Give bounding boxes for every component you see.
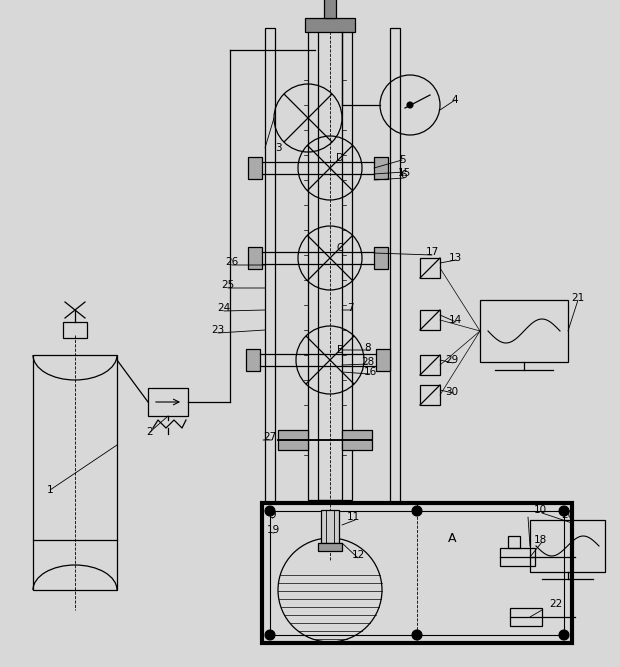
Text: 4: 4	[452, 95, 458, 105]
Text: 23: 23	[211, 325, 224, 335]
Text: 6: 6	[401, 170, 407, 180]
Circle shape	[407, 102, 413, 108]
Bar	[248, 157, 262, 179]
Bar	[321, 510, 339, 543]
Circle shape	[559, 630, 569, 640]
Text: 20: 20	[562, 510, 575, 520]
Circle shape	[412, 506, 422, 516]
Text: 9: 9	[270, 510, 277, 520]
Text: 10: 10	[533, 505, 547, 515]
Bar	[63, 322, 87, 338]
Text: 19: 19	[267, 525, 280, 535]
Text: 21: 21	[572, 293, 585, 303]
Circle shape	[265, 630, 275, 640]
Text: D: D	[336, 153, 343, 163]
Bar	[508, 536, 520, 548]
Bar	[500, 548, 535, 566]
Bar	[376, 349, 390, 371]
Bar	[374, 157, 388, 179]
Text: 16: 16	[363, 367, 376, 377]
Bar	[420, 385, 440, 405]
Text: 22: 22	[549, 599, 562, 609]
Bar	[342, 430, 372, 450]
Text: 26: 26	[226, 257, 239, 267]
Text: 12: 12	[352, 550, 365, 560]
Circle shape	[412, 630, 422, 640]
Bar	[246, 349, 260, 371]
Bar	[318, 543, 342, 551]
Bar	[262, 503, 572, 643]
Text: 30: 30	[445, 387, 459, 397]
Text: 7: 7	[347, 303, 353, 313]
Circle shape	[265, 506, 275, 516]
Text: 5: 5	[399, 155, 405, 165]
Bar	[308, 30, 352, 500]
Bar	[324, 0, 336, 18]
Bar	[270, 511, 564, 635]
Bar	[33, 355, 117, 590]
Text: B: B	[337, 345, 343, 355]
Bar	[374, 247, 388, 269]
Text: 8: 8	[365, 343, 371, 353]
Text: 24: 24	[218, 303, 231, 313]
Bar	[305, 18, 355, 32]
Text: 27: 27	[264, 432, 277, 442]
Bar	[326, 510, 334, 543]
Text: 25: 25	[221, 280, 234, 290]
Bar	[530, 520, 605, 572]
Bar	[248, 247, 262, 269]
Bar	[278, 430, 308, 450]
Bar	[420, 355, 440, 375]
Text: 14: 14	[448, 315, 462, 325]
Text: 13: 13	[448, 253, 462, 263]
Bar	[420, 310, 440, 330]
Bar	[420, 258, 440, 278]
Text: C: C	[336, 243, 343, 253]
Text: 15: 15	[397, 168, 410, 178]
Text: 18: 18	[533, 535, 547, 545]
Bar	[265, 28, 275, 502]
Text: 28: 28	[361, 357, 374, 367]
Bar	[510, 608, 542, 626]
Text: 11: 11	[347, 512, 360, 522]
Circle shape	[559, 506, 569, 516]
Bar	[148, 388, 188, 416]
Text: 29: 29	[445, 355, 459, 365]
Text: 1: 1	[46, 485, 53, 495]
Bar	[390, 28, 400, 502]
Text: 2: 2	[147, 427, 153, 437]
Bar	[480, 300, 568, 362]
Bar	[318, 30, 342, 500]
Text: 17: 17	[425, 247, 438, 257]
Text: 3: 3	[275, 143, 281, 153]
Text: A: A	[448, 532, 456, 544]
